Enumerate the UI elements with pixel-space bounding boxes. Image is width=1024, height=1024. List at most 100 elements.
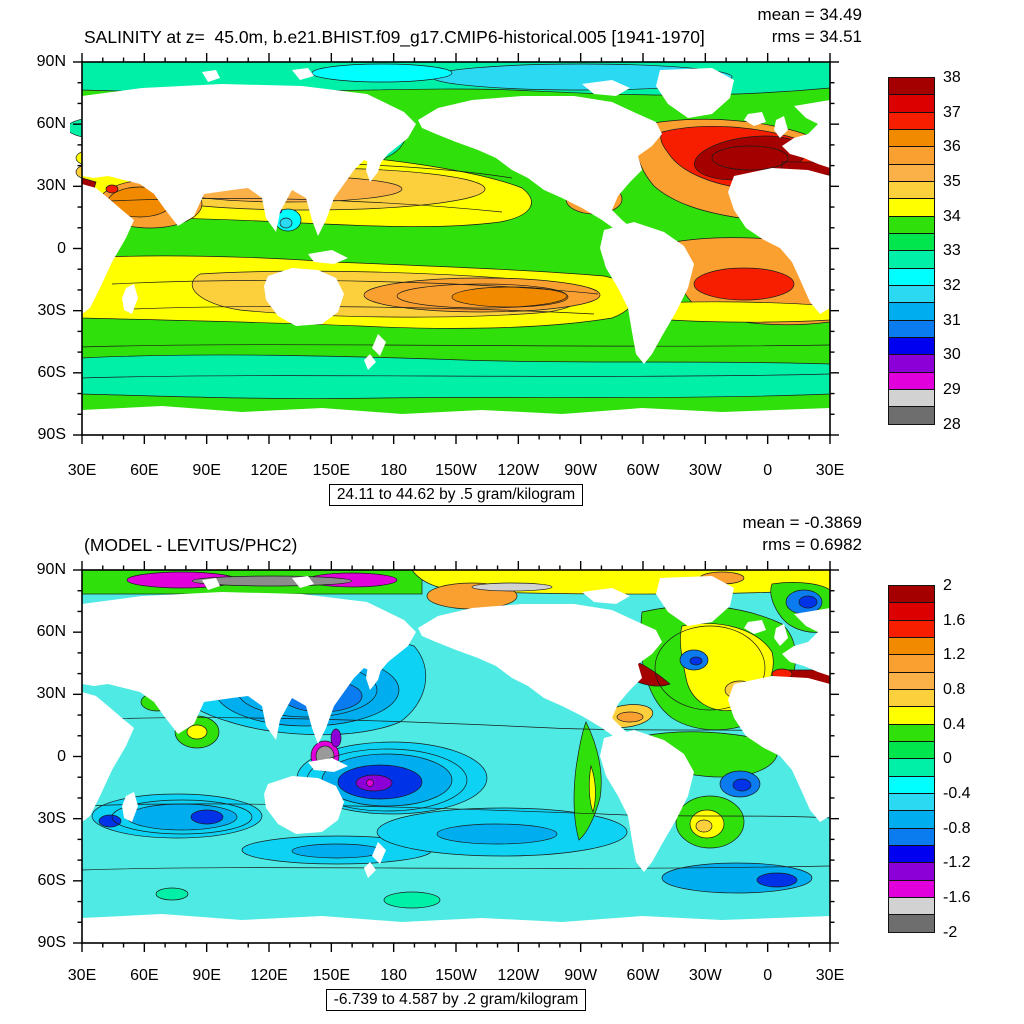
- x-axis-labels-bottom: 30E 60E 90E 120E 150E 180 150W 120W 90W 60W 30W 0 30…: [68, 967, 844, 987]
- colorbar-segment: [888, 94, 935, 113]
- colorbar-tick-label: 1.6: [943, 611, 966, 629]
- colorbar-segment: [888, 406, 935, 425]
- colorbar-segment: [888, 128, 935, 148]
- colorbar-segment: [888, 267, 935, 286]
- x-tick-label: 60E: [130, 462, 159, 479]
- x-tick-label: 90E: [192, 462, 221, 479]
- colorbar-segment: [888, 896, 935, 916]
- colorbar-segment: [888, 654, 935, 673]
- difference-map: [73, 561, 839, 952]
- axis-tick-marks-bottom: [73, 561, 839, 952]
- colorbar-segment: [888, 388, 935, 408]
- difference-ocean-fill: [81, 569, 831, 943]
- colorbar-segment: [888, 163, 935, 182]
- colorbar-segment: [888, 232, 935, 252]
- colorbar-segment: [888, 706, 935, 725]
- colorbar-segment: [888, 879, 935, 898]
- y-tick-label: 90N: [36, 561, 66, 578]
- x-tick-label: 30E: [815, 967, 845, 984]
- x-tick-label: 180: [380, 462, 408, 479]
- x-tick-label: 60E: [130, 967, 159, 984]
- range-caption-row-bottom: -6.739 to 4.587 by .2 gram/kilogram: [82, 989, 830, 1011]
- x-tick-label: 120W: [497, 967, 540, 984]
- colorbar-segment: [888, 671, 935, 690]
- y-tick-label: 60S: [37, 871, 66, 889]
- colorbar-segment: [888, 914, 935, 933]
- colorbar-tick-label: 35: [943, 172, 961, 190]
- colorbar-segment: [888, 602, 935, 621]
- x-tick-label: 150W: [435, 462, 477, 479]
- colorbar-segment: [888, 111, 935, 130]
- y-axis-labels-bottom: 90N 60N 30N 0 30S 60S 90S: [8, 561, 66, 951]
- y-tick-label: 60N: [36, 115, 66, 133]
- colorbar-tick-label: -1.2: [943, 854, 971, 872]
- salinity-map: [70, 53, 839, 444]
- x-tick-label: 30E: [67, 967, 97, 984]
- x-tick-label: 120W: [497, 462, 540, 479]
- x-tick-label: 0: [763, 967, 773, 984]
- colorbar-segment: [888, 585, 935, 604]
- x-tick-label: 120E: [250, 462, 288, 479]
- panel2-mean: mean = -0.3869: [742, 513, 862, 532]
- x-tick-label: 60W: [626, 967, 660, 984]
- colorbar-segment: [888, 619, 935, 638]
- y-tick-label: 30S: [37, 809, 66, 827]
- colorbar-tick-label: -1.6: [943, 888, 971, 906]
- colorbar-segment: [888, 371, 935, 390]
- colorbar-segment: [888, 284, 935, 304]
- y-tick-label: 0: [57, 747, 66, 765]
- colorbar-segment: [888, 636, 935, 656]
- colorbar-segment: [888, 180, 935, 200]
- panel1-title: SALINITY at z= 45.0m, b.e21.BHIST.f09_g1…: [84, 27, 705, 47]
- range-caption-row-top: 24.11 to 44.62 by .5 gram/kilogram: [82, 484, 830, 506]
- colorbar-segment: [888, 723, 935, 742]
- colorbar-segment: [888, 215, 935, 234]
- x-tick-label: 90W: [564, 967, 598, 984]
- panel1-rms: rms = 34.51: [771, 27, 862, 46]
- colorbar-tick-label: 31: [943, 311, 961, 329]
- colorbar-top: [888, 77, 935, 425]
- range-caption-bottom: -6.739 to 4.587 by .2 gram/kilogram: [325, 989, 587, 1011]
- colorbar-segment: [888, 827, 935, 846]
- x-tick-label: 90W: [564, 462, 598, 479]
- colorbar-tick-label: 0.8: [943, 680, 966, 698]
- y-tick-label: 90N: [36, 53, 66, 70]
- y-tick-label: 90S: [37, 934, 66, 951]
- x-tick-label: 120E: [250, 967, 288, 984]
- x-tick-label: 150E: [312, 967, 351, 984]
- colorbar-tick-label: 37: [943, 103, 961, 121]
- colorbar-bottom: [888, 585, 935, 933]
- colorbar-tick-label: 30: [943, 346, 961, 364]
- colorbar-segment: [888, 775, 935, 794]
- panel1-mean: mean = 34.49: [757, 5, 862, 24]
- y-tick-label: 60N: [36, 623, 66, 641]
- x-tick-label: 0: [763, 462, 773, 479]
- colorbar-segment: [888, 336, 935, 356]
- colorbar-segment: [888, 688, 935, 708]
- colorbar-tick-label: 1.2: [943, 646, 966, 664]
- colorbar-segment: [888, 77, 935, 96]
- colorbar-segment: [888, 250, 935, 269]
- colorbar-tick-label: 34: [943, 207, 961, 225]
- y-tick-label: 60S: [37, 363, 66, 381]
- y-tick-label: 0: [57, 239, 66, 257]
- y-tick-label: 30S: [37, 301, 66, 319]
- x-tick-label: 30E: [815, 462, 845, 479]
- colorbar-tick-label: 28: [943, 415, 961, 433]
- colorbar-tick-label: 2: [943, 577, 952, 594]
- colorbar-segment: [888, 302, 935, 321]
- colorbar-tick-label: 36: [943, 138, 961, 156]
- colorbar-segment: [888, 758, 935, 777]
- x-tick-label: 90E: [192, 967, 221, 984]
- x-tick-label: 30W: [688, 967, 722, 984]
- colorbar-tick-label: -2: [943, 923, 958, 941]
- colorbar-tick-label: 33: [943, 242, 961, 260]
- colorbar-segment: [888, 792, 935, 812]
- axis-tick-marks-top: [73, 53, 839, 444]
- colorbar-tick-label: 0.4: [943, 715, 966, 733]
- range-caption-top: 24.11 to 44.62 by .5 gram/kilogram: [328, 484, 584, 506]
- colorbar-segment: [888, 810, 935, 829]
- colorbar-segment: [888, 198, 935, 217]
- colorbar-segment: [888, 146, 935, 165]
- panel2-title: (MODEL - LEVITUS/PHC2): [84, 535, 298, 555]
